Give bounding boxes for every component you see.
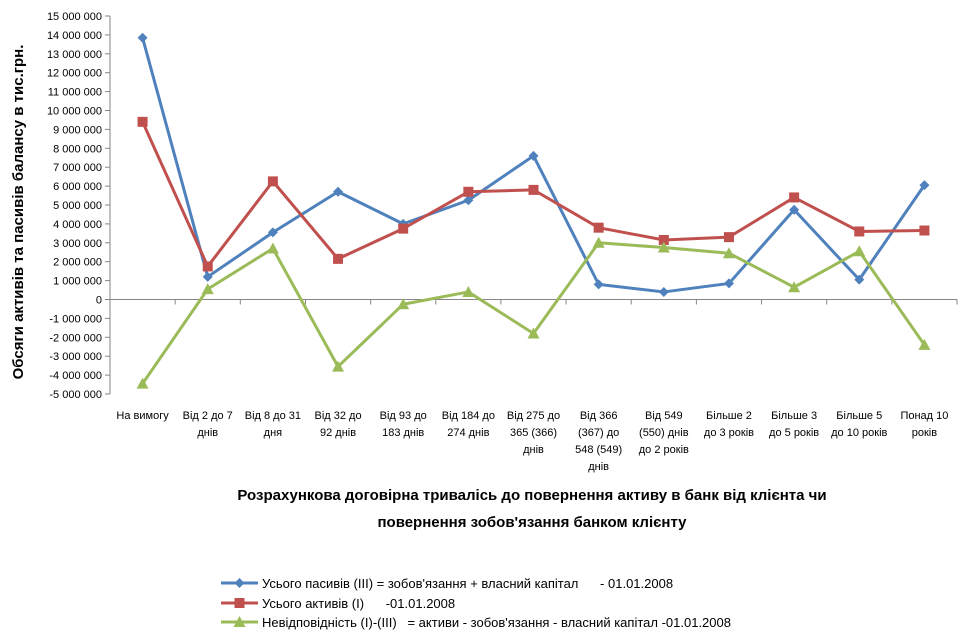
y-tick-label: 7 000 000: [53, 162, 102, 174]
data-point: [137, 32, 148, 43]
y-tick-label: -4 000 000: [49, 370, 102, 382]
y-tick-label: 9 000 000: [53, 124, 102, 136]
y-tick-label: 12 000 000: [47, 68, 102, 80]
legend-marker: [234, 578, 245, 588]
x-tick-label: Від 275 до 365 (366) днів: [507, 410, 560, 456]
data-point: [333, 186, 344, 197]
series-3: [136, 236, 931, 389]
y-tick-label: 5 000 000: [53, 200, 102, 212]
data-point: [202, 261, 213, 272]
legend-label: Невідповідність (І)-(ІІІ) = активи - зоб…: [262, 615, 731, 630]
x-tick-label: Від 93 до 183 днів: [380, 410, 427, 439]
y-tick-label: 8 000 000: [53, 143, 102, 155]
data-point: [463, 195, 474, 206]
data-point: [136, 377, 149, 389]
y-tick-labels: 15 000 000 14 000 000 13 000 000 12 000 000…: [47, 11, 110, 401]
data-point: [593, 222, 604, 233]
x-tick-label: Від 2 до 7 днів: [183, 410, 233, 439]
y-tick-label: 3 000 000: [53, 238, 102, 250]
data-point: [267, 176, 278, 187]
series-line: [141, 241, 926, 385]
data-point: [528, 184, 539, 195]
x-tick-label: Більше 3 до 5 років: [769, 410, 819, 439]
x-tick-label: Від 32 до 92 днів: [314, 410, 361, 439]
data-point: [332, 360, 345, 372]
legend-item: Усього активів (І) -01.01.2008: [221, 596, 455, 611]
x-tick-label: Від 8 до 31 дня: [245, 410, 301, 439]
data-point: [463, 186, 474, 197]
y-tick-label: 4 000 000: [53, 219, 102, 231]
y-axis-title: Обсяги активів та пасивів балансу в тис.…: [10, 45, 27, 380]
data-point: [267, 227, 278, 238]
data-point: [919, 225, 930, 236]
data-point: [854, 274, 865, 285]
data-point: [137, 116, 148, 127]
x-tick-label: Від 366 (367) до 548 (549) днів: [575, 410, 622, 473]
x-tick-labels: На вимогу Від 2 до 7 днів Від 8 до 31 дня Від…: [109, 299, 958, 473]
y-tick-label: 13 000 000: [47, 49, 102, 61]
legend-item: Невідповідність (І)-(ІІІ) = активи - зоб…: [221, 615, 731, 630]
legend-marker: [233, 616, 246, 627]
x-axis-title-line-1: Розрахункова договірна тривалісь до пове…: [237, 487, 826, 504]
data-point: [789, 204, 800, 215]
data-point: [527, 327, 540, 339]
x-tick-label: Понад 10 років: [900, 410, 948, 439]
data-point: [854, 226, 865, 237]
data-point: [592, 236, 605, 248]
data-point: [853, 245, 866, 257]
x-tick-label: Від 184 до 274 днів: [442, 410, 495, 439]
y-tick-label: 2 000 000: [53, 257, 102, 269]
legend-marker: [234, 598, 245, 608]
data-point: [398, 223, 409, 234]
data-point: [723, 232, 734, 243]
series-group: [136, 32, 931, 389]
series-line: [141, 37, 926, 294]
x-tick-label: Більше 2 до 3 років: [704, 410, 754, 439]
data-point: [266, 242, 279, 254]
y-tick-label: -5 000 000: [49, 389, 102, 401]
data-point: [202, 271, 213, 282]
y-tick-label: 0: [96, 295, 102, 307]
x-tick-label: Від 549 (550) днів до 2 років: [639, 410, 689, 456]
data-point: [528, 150, 539, 161]
y-tick-label: -1 000 000: [49, 313, 102, 325]
y-tick-label: 1 000 000: [53, 276, 102, 288]
x-axis-title-line-2: повернення зобов'язання банком клієнту: [377, 514, 687, 531]
legend-label: Усього пасивів (ІІІ) = зобов'язання + вл…: [262, 576, 673, 591]
y-tick-label: -2 000 000: [49, 332, 102, 344]
legend-item: Усього пасивів (ІІІ) = зобов'язання + вл…: [221, 576, 673, 591]
data-point: [201, 283, 214, 295]
legend-label: Усього активів (І) -01.01.2008: [262, 596, 455, 611]
data-point: [593, 279, 604, 290]
y-tick-label: 6 000 000: [53, 181, 102, 193]
y-tick-label: 11 000 000: [48, 87, 102, 99]
data-point: [723, 278, 734, 289]
data-point: [657, 241, 670, 253]
y-tick-label: -3 000 000: [49, 351, 102, 363]
data-point: [462, 285, 475, 297]
y-tick-label: 15 000 000: [47, 11, 102, 23]
series-2: [137, 116, 930, 272]
data-point: [397, 298, 410, 310]
data-point: [788, 281, 801, 293]
legend: Усього пасивів (ІІІ) = зобов'язання + вл…: [221, 576, 731, 630]
data-point: [658, 234, 669, 245]
data-point: [658, 286, 669, 297]
data-point: [919, 180, 930, 191]
data-point: [333, 253, 344, 264]
y-tick-label: 14 000 000: [47, 30, 102, 42]
data-point: [789, 192, 800, 203]
x-tick-label: На вимогу: [116, 410, 169, 422]
data-point: [918, 338, 931, 350]
y-tick-label: 10 000 000: [47, 106, 102, 118]
data-point: [722, 247, 735, 259]
x-tick-label: Більше 5 до 10 років: [831, 410, 887, 439]
